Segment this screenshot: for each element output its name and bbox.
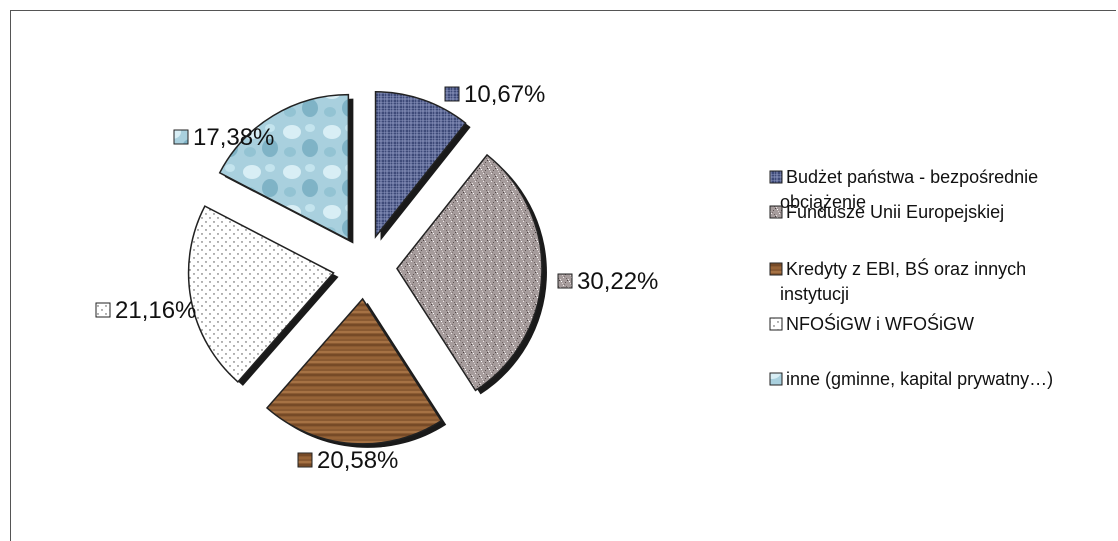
- data-label-swatch: [95, 302, 111, 318]
- legend-entry-text: Fundusze Unii Europejskiej: [786, 202, 1004, 222]
- data-label: 20,58%: [317, 447, 398, 474]
- legend: Budżet państwa - bezpośrednie obciążenieF…: [769, 167, 1053, 389]
- legend-entry-text: Kredyty z EBI, BŚ oraz innych: [786, 258, 1026, 279]
- data-label: 10,67%: [464, 81, 545, 108]
- legend-swatch: [769, 317, 783, 331]
- legend-entry-text: obciążenie: [780, 192, 866, 212]
- data-label: 30,22%: [577, 268, 658, 295]
- legend-swatch: [769, 170, 783, 184]
- data-label-swatch: [297, 452, 313, 468]
- data-label: 17,38%: [193, 124, 274, 151]
- pie-slice-5: [218, 93, 350, 241]
- legend-entry-text: instytucji: [780, 284, 849, 304]
- pie-slice-4: [187, 205, 335, 383]
- data-label-swatch: [557, 273, 573, 289]
- pie-slice-2: [396, 153, 543, 392]
- pie-slice-1: [374, 91, 467, 239]
- legend-entry-text: NFOŚiGW i WFOŚiGW: [786, 313, 974, 334]
- legend-swatch: [769, 372, 783, 386]
- data-label: 21,16%: [115, 297, 196, 324]
- data-label-swatch: [444, 86, 460, 102]
- data-labels: 10,67% 30,22% 20,58% 21,16% 17,38%: [95, 81, 658, 474]
- legend-entry-text: inne (gminne, kapital prywatny…): [786, 369, 1053, 389]
- data-label-swatch: [173, 129, 189, 145]
- legend-swatch: [769, 205, 783, 219]
- pie-slice-3: [265, 297, 443, 445]
- legend-swatch: [769, 262, 783, 276]
- legend-entry-text: Budżet państwa - bezpośrednie: [786, 167, 1038, 187]
- pie-slices: [187, 91, 547, 448]
